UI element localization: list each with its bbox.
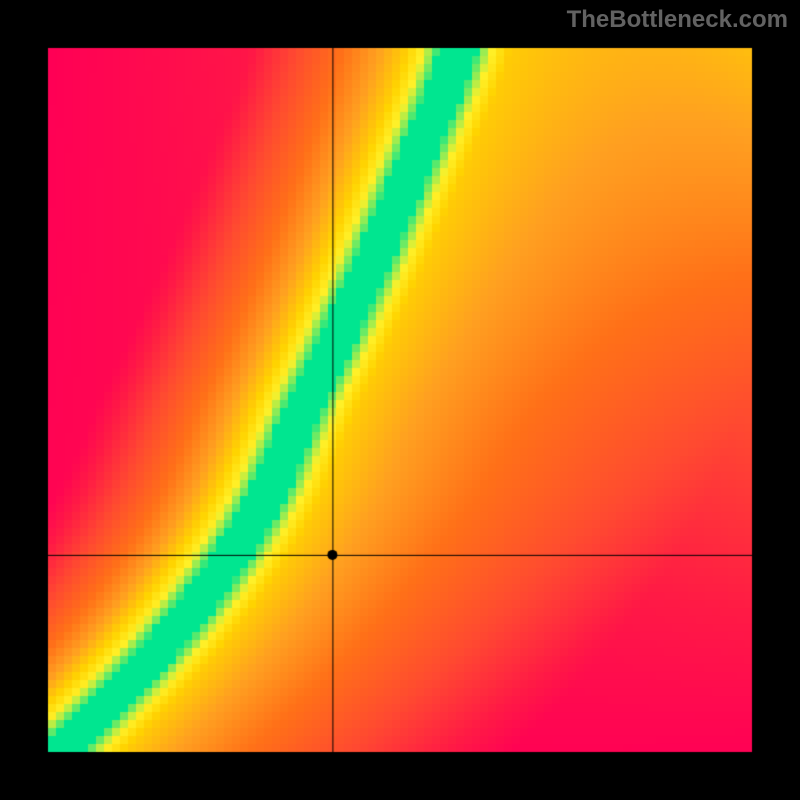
chart-container: TheBottleneck.com: [0, 0, 800, 800]
bottleneck-heatmap: [0, 0, 800, 800]
watermark-text: TheBottleneck.com: [567, 6, 788, 34]
